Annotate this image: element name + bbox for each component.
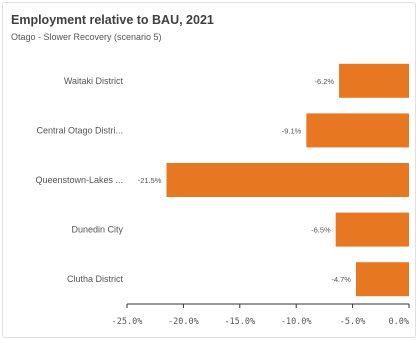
category-labels-layer: Waitaki District Central Otago Distri... Q… (35, 76, 123, 284)
category-label: Waitaki District (64, 76, 124, 86)
data-label-background (276, 124, 304, 137)
bars-layer: -6.2% -9.1% -21.5% -6.5% -4.7% (131, 63, 409, 297)
data-label-background (309, 74, 337, 87)
category-label: Central Otago Distri... (36, 125, 123, 135)
bar (166, 163, 409, 197)
data-label-background (131, 174, 164, 186)
category-label: Queenstown-Lakes ... (35, 175, 123, 185)
category-label: Clutha District (67, 274, 124, 284)
data-label: -4.7% (331, 275, 351, 284)
bar (339, 63, 409, 98)
chart-subtitle: Otago - Slower Recovery (scenario 5) (11, 32, 162, 42)
x-axis: -25.0% -20.0% -15.0% -10.0% -5.0% 0.0% (112, 303, 410, 327)
data-label: -6.2% (314, 77, 334, 86)
data-label-background (325, 273, 353, 286)
x-tick-label: -25.0% (112, 317, 143, 327)
category-label: Dunedin City (71, 225, 123, 235)
chart-title: Employment relative to BAU, 2021 (11, 13, 214, 27)
data-label: -21.5% (138, 176, 162, 185)
data-label-background (305, 223, 333, 236)
bar (335, 212, 409, 247)
data-label: -9.1% (282, 126, 302, 135)
data-label: -6.5% (311, 226, 331, 235)
x-tick-label: -10.0% (281, 317, 312, 327)
x-tick-label: -15.0% (224, 317, 255, 327)
bar (306, 113, 409, 148)
x-tick-label: -20.0% (168, 317, 199, 327)
bar (355, 262, 409, 297)
x-tick-label: -5.0% (340, 317, 366, 327)
x-tick-label: 0.0% (389, 317, 409, 327)
